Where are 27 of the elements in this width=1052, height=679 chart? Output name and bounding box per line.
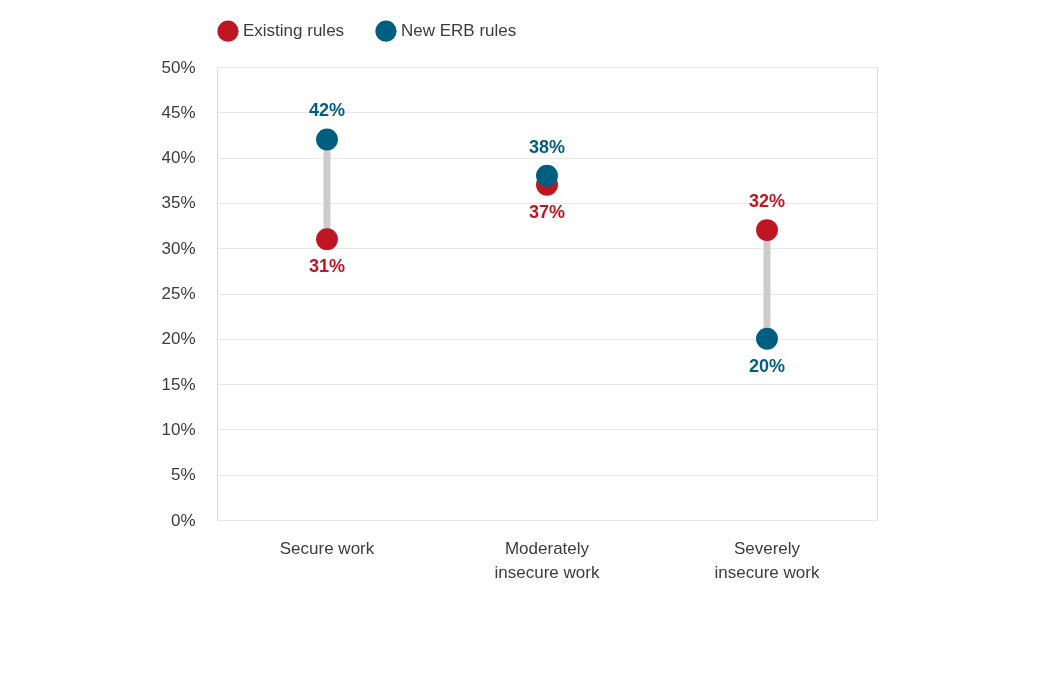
text: 20% [748,355,786,376]
point [316,228,338,251]
legend-label: Existing rules [243,21,345,41]
y-tick-label: 10% [161,419,196,439]
text: 31% [308,256,346,277]
y-tick-label: 0% [170,510,196,530]
y-tick-label: 25% [161,284,196,303]
text: 32% [748,191,786,212]
y-tick-label: 40% [161,148,196,168]
point [316,128,338,151]
text: 42% [308,100,346,121]
y-tick-label: 35% [161,193,196,213]
legend-label: New ERB rules [401,21,517,41]
y-tick-label: 15% [161,374,196,394]
x-tick-label: Severely insecure work [714,538,820,582]
text: 38% [528,136,566,157]
point [756,327,778,350]
point [756,219,778,242]
y-tick-label: 45% [161,102,196,122]
y-tick-label: 20% [161,329,196,349]
point [536,164,558,187]
y-tick-label: 30% [161,238,196,258]
y-tick-label: 50% [161,57,196,77]
x-tick-label: Moderately insecure work [494,538,600,582]
x-tick-label: Secure work [279,538,375,558]
y-tick-label: 5% [170,465,196,485]
text: 37% [528,201,566,222]
